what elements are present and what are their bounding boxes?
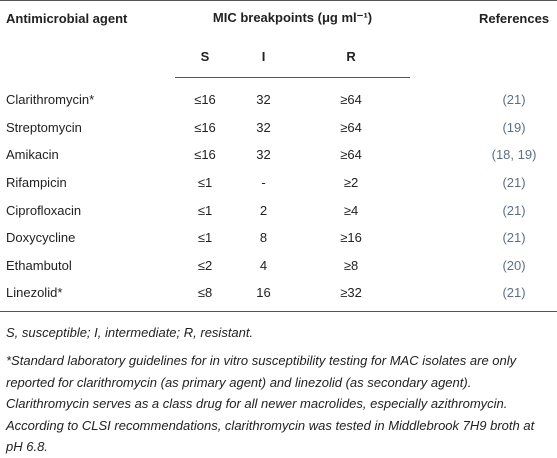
table-row: Clarithromycin* ≤16 32 ≥64 (21) xyxy=(0,78,557,114)
table-row: Streptomycin ≤16 32 ≥64 (19) xyxy=(0,114,557,142)
header-row: Antimicrobial agent MIC breakpoints (μg … xyxy=(0,0,557,78)
table-cell: (21) xyxy=(502,230,526,246)
subheader-cell: R xyxy=(292,35,411,78)
table-row: Rifampicin ≤1 - ≥2 (21) xyxy=(0,169,557,197)
table-cell: Linezolid* xyxy=(0,279,175,312)
table-cell: 16 xyxy=(235,279,292,312)
table-cell: 32 xyxy=(256,119,271,135)
table-cell: 4 xyxy=(259,257,268,273)
table-cell: - xyxy=(261,175,266,191)
table-cell: (21) xyxy=(502,92,526,108)
table-cell: ≤8 xyxy=(175,279,235,312)
subheader-cell: S xyxy=(175,35,235,78)
table-cell: Ethambutol xyxy=(6,257,72,273)
footnote: *Standard laboratory guidelines for in v… xyxy=(6,353,535,455)
table-cell: 32 xyxy=(256,92,271,108)
table-cell: ≥64 xyxy=(340,92,362,108)
table-cell: ≥64 xyxy=(340,119,362,135)
table-cell: (21) xyxy=(410,279,557,312)
table-cell: ≥8 xyxy=(343,257,359,273)
table-cell: (19) xyxy=(502,119,526,135)
table-row: Amikacin ≤16 32 ≥64 (18, 19) xyxy=(0,141,557,169)
table-cell: Ciprofloxacin xyxy=(6,202,82,218)
table-cell: ≤2 xyxy=(197,257,213,273)
table-cell: ≥32 xyxy=(292,279,411,312)
table-cell: ≤16 xyxy=(194,92,216,108)
subheader-cell: I xyxy=(235,35,292,78)
table-cell: Clarithromycin* xyxy=(6,92,95,108)
header-cell: References xyxy=(410,0,557,78)
mic-table: Antimicrobial agent MIC breakpoints (μg … xyxy=(0,0,557,312)
table-cell: ≥2 xyxy=(343,175,359,191)
table-cell: Rifampicin xyxy=(6,175,67,191)
table-cell: (21) xyxy=(502,175,526,191)
table-cell: ≥16 xyxy=(340,230,362,246)
table-row: Ethambutol ≤2 4 ≥8 (20) xyxy=(0,252,557,280)
table-cell: ≤1 xyxy=(197,202,213,218)
table-cell: ≤1 xyxy=(197,230,213,246)
table-cell: Amikacin xyxy=(6,147,59,163)
table-cell: (21) xyxy=(502,202,526,218)
table-row: Ciprofloxacin ≤1 2 ≥4 (21) xyxy=(0,196,557,224)
table-row: Doxycycline ≤1 8 ≥16 (21) xyxy=(0,224,557,252)
table-cell: 8 xyxy=(259,230,268,246)
table-cell: Doxycycline xyxy=(6,230,76,246)
table-body: Clarithromycin* ≤16 32 ≥64 (21) Streptomycin ≤… xyxy=(0,78,557,312)
footnote: S, susceptible; I, intermediate; R, resi… xyxy=(6,324,254,340)
table-cell: 2 xyxy=(259,202,268,218)
footnotes: S, susceptible; I, intermediate; R, resi… xyxy=(0,312,557,458)
table-cell: ≤16 xyxy=(194,147,216,163)
table-cell: (18, 19) xyxy=(491,147,537,163)
table-cell: Streptomycin xyxy=(6,119,82,135)
table-cell: (20) xyxy=(502,257,526,273)
table-cell: ≥64 xyxy=(340,147,362,163)
table-cell: ≤16 xyxy=(194,119,216,135)
table-cell: ≥4 xyxy=(343,202,359,218)
table-cell: ≤1 xyxy=(197,175,213,191)
subheader-row: S I R xyxy=(0,35,557,78)
header-cell: Antimicrobial agent xyxy=(0,0,175,78)
table-row: Linezolid* ≤8 16 ≥32 (21) xyxy=(0,279,557,312)
table-cell: 32 xyxy=(256,147,271,163)
header-cell: MIC breakpoints (μg ml⁻¹) xyxy=(175,0,411,35)
